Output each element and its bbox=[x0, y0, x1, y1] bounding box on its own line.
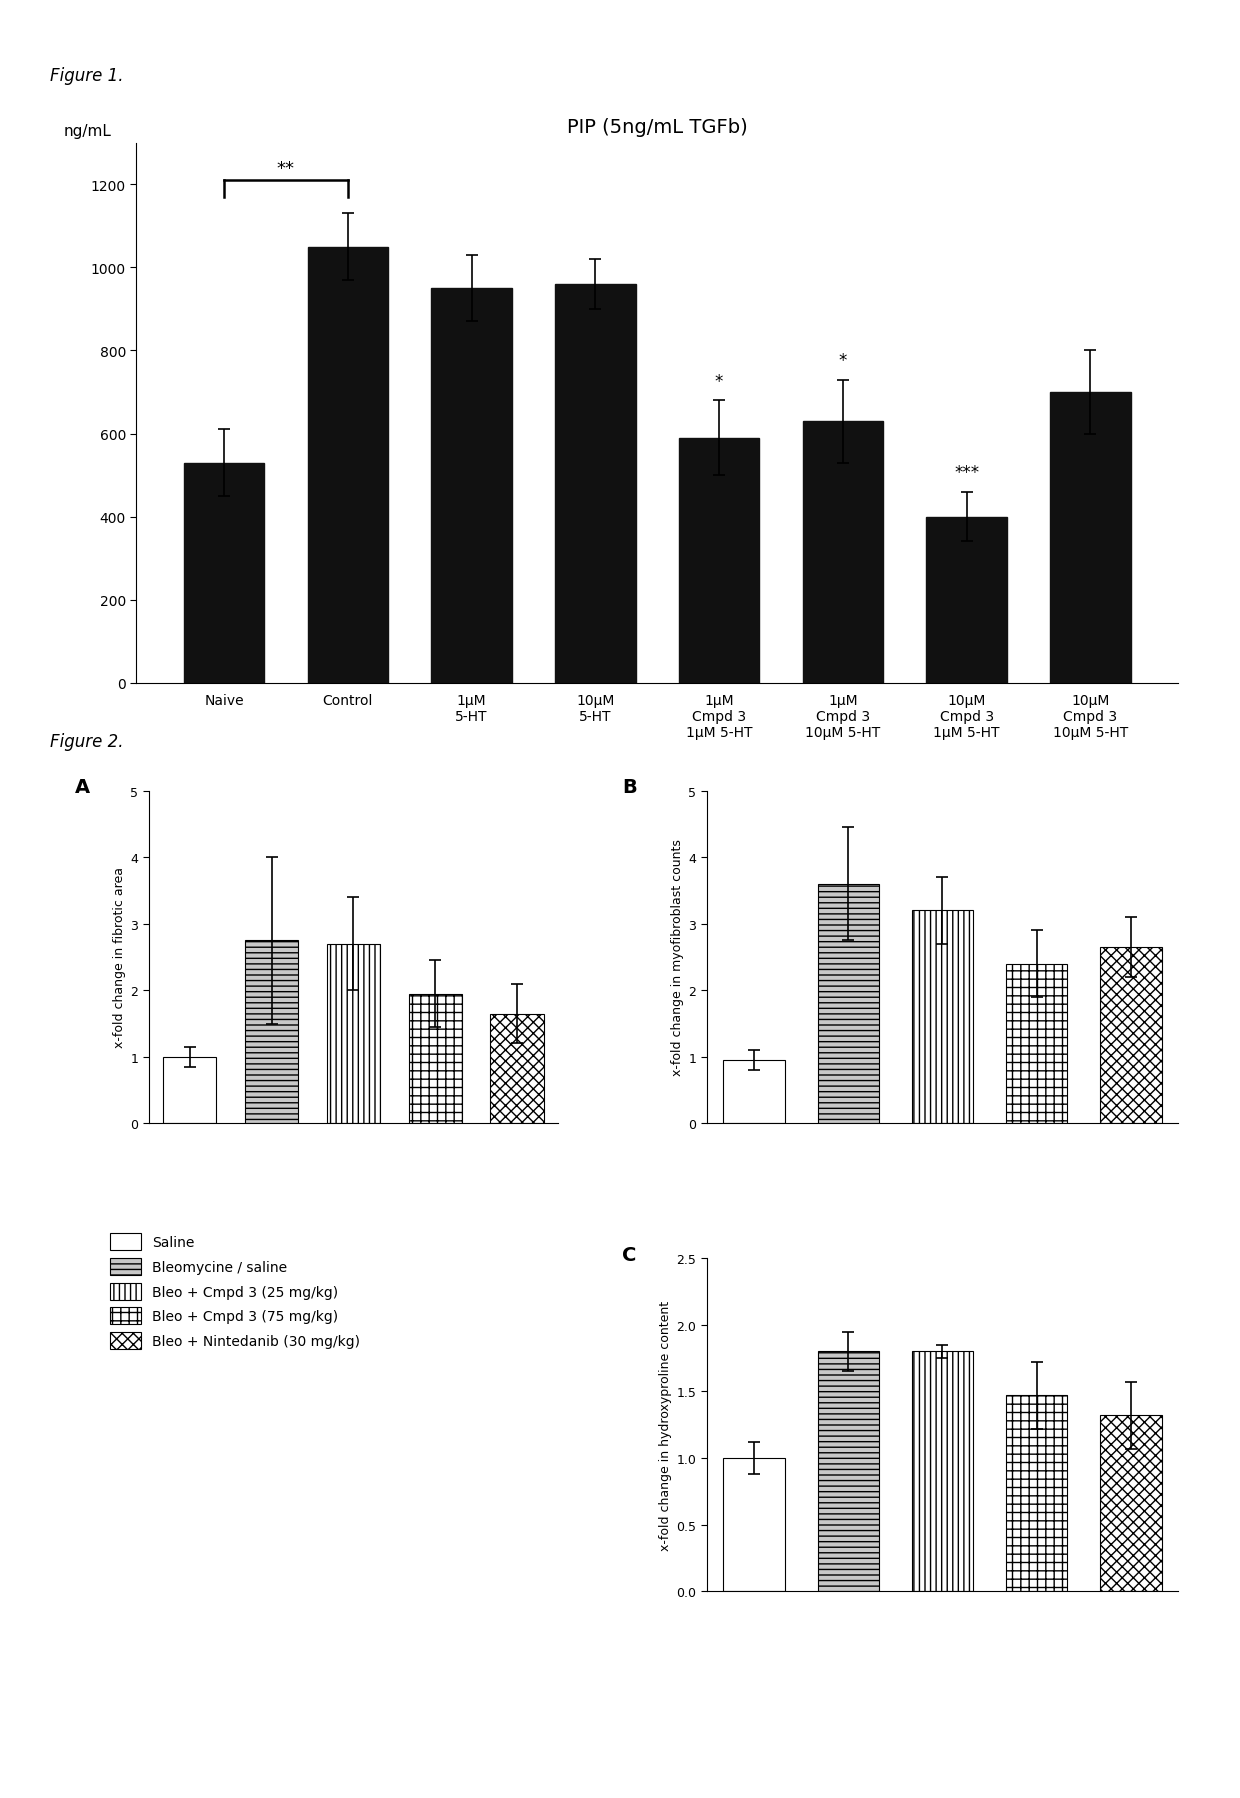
Text: B: B bbox=[622, 779, 636, 797]
Bar bbox=[723, 1458, 785, 1591]
Text: A: A bbox=[76, 779, 91, 797]
Bar bbox=[926, 518, 1007, 683]
Bar bbox=[184, 464, 264, 683]
Bar bbox=[678, 439, 759, 683]
Text: ***: *** bbox=[954, 464, 980, 482]
Bar bbox=[1006, 964, 1068, 1124]
Bar bbox=[327, 944, 379, 1124]
Bar bbox=[1100, 948, 1162, 1124]
Text: Figure 2.: Figure 2. bbox=[50, 732, 123, 750]
Text: *: * bbox=[838, 352, 847, 370]
Text: **: ** bbox=[277, 160, 295, 178]
Bar bbox=[491, 1014, 543, 1124]
Bar bbox=[308, 248, 388, 683]
Bar bbox=[911, 912, 973, 1124]
Y-axis label: x-fold change in hydroxyproline content: x-fold change in hydroxyproline content bbox=[660, 1300, 672, 1550]
Text: *: * bbox=[715, 372, 723, 390]
Bar bbox=[556, 284, 636, 683]
Bar bbox=[1050, 392, 1131, 683]
Y-axis label: x-fold change in myofibroblast counts: x-fold change in myofibroblast counts bbox=[671, 840, 684, 1075]
Bar bbox=[246, 940, 298, 1124]
Bar bbox=[409, 994, 461, 1124]
Text: Figure 1.: Figure 1. bbox=[50, 67, 123, 85]
Bar bbox=[911, 1352, 973, 1591]
Legend: Saline, Bleomycine / saline, Bleo + Cmpd 3 (25 mg/kg), Bleo + Cmpd 3 (75 mg/kg),: Saline, Bleomycine / saline, Bleo + Cmpd… bbox=[107, 1230, 365, 1354]
Bar bbox=[432, 289, 512, 683]
Bar bbox=[1100, 1415, 1162, 1591]
Y-axis label: x-fold change in fibrotic area: x-fold change in fibrotic area bbox=[113, 867, 126, 1048]
Text: ng/mL: ng/mL bbox=[63, 124, 112, 138]
Bar bbox=[817, 885, 879, 1124]
Bar bbox=[164, 1057, 216, 1124]
Text: C: C bbox=[622, 1246, 636, 1264]
Bar bbox=[723, 1061, 785, 1124]
Bar bbox=[817, 1352, 879, 1591]
Bar bbox=[802, 423, 883, 683]
Title: PIP (5ng/mL TGFb): PIP (5ng/mL TGFb) bbox=[567, 117, 748, 137]
Bar bbox=[1006, 1395, 1068, 1591]
